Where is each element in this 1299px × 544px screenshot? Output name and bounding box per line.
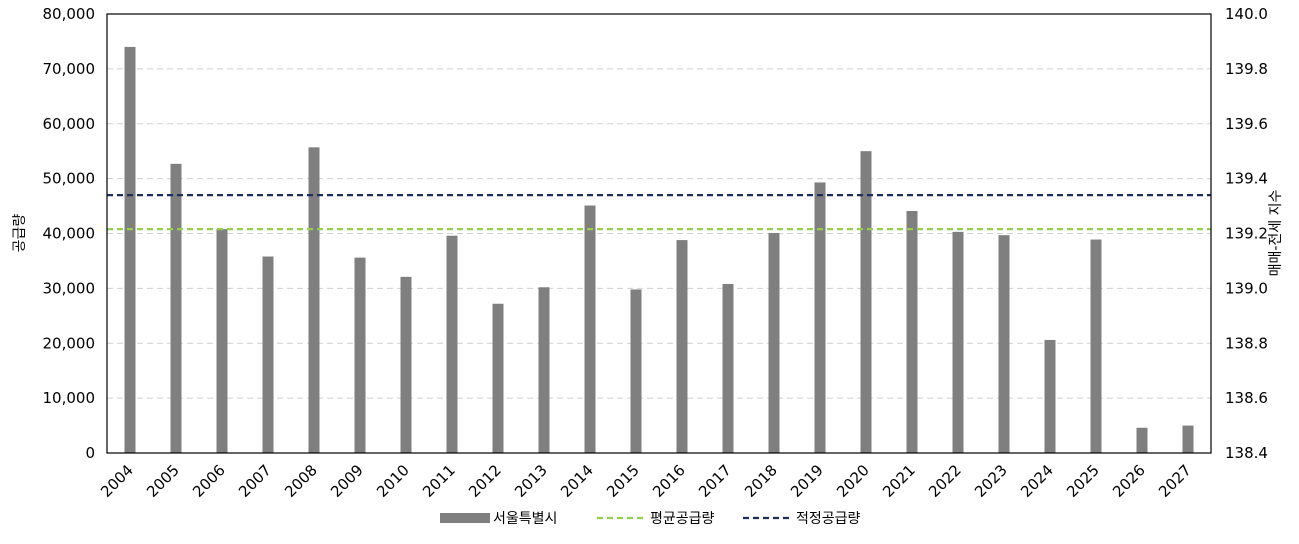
x-tick-label: 2016 [649, 461, 689, 501]
x-tick-label: 2004 [97, 461, 137, 501]
bar [492, 303, 504, 453]
x-tick-label: 2008 [281, 461, 321, 501]
x-tick-label: 2014 [557, 461, 597, 501]
bar [630, 289, 642, 453]
y2-tick-label: 139.6 [1225, 115, 1268, 133]
bar [216, 229, 228, 453]
left-axis-ticks: 0 10,000 20,000 30,000 40,000 50,000 60,000 70,… [43, 5, 96, 462]
y2-tick-label: 138.4 [1225, 444, 1268, 462]
y-tick-label: 50,000 [43, 170, 96, 188]
legend-label: 적정공급량 [796, 511, 861, 527]
x-tick-label: 2020 [833, 461, 873, 501]
y-tick-label: 30,000 [43, 279, 96, 297]
y-tick-label: 60,000 [43, 115, 96, 133]
right-axis-ticks: 138.4 138.6 138.8 139.0 139.2 139.4 139.6 139.8… [1225, 5, 1268, 462]
x-tick-label: 2007 [235, 461, 275, 501]
reference-lines [107, 193, 1211, 231]
y2-tick-label: 139.8 [1225, 60, 1268, 78]
bar [676, 240, 688, 453]
bar [124, 46, 136, 454]
bar [1044, 339, 1056, 453]
bar [906, 211, 918, 453]
x-tick-label: 2010 [373, 461, 413, 501]
x-tick-label: 2006 [189, 461, 229, 501]
bar [722, 283, 734, 453]
x-tick-label: 2012 [465, 461, 505, 501]
bar [308, 147, 320, 453]
bar [1136, 427, 1148, 453]
y-tick-label: 20,000 [43, 334, 96, 352]
bar [1090, 239, 1102, 453]
x-tick-label: 2009 [327, 461, 367, 501]
x-tick-label: 2024 [1017, 461, 1057, 501]
x-tick-label: 2005 [143, 461, 183, 501]
x-tick-label: 2026 [1109, 461, 1149, 501]
bar [538, 287, 550, 453]
x-tick-label: 2019 [787, 461, 827, 501]
legend-label: 서울특별시 [493, 511, 557, 527]
y-tick-label: 10,000 [43, 389, 96, 407]
bar [354, 257, 366, 453]
legend-label: 평균공급량 [650, 511, 715, 527]
bar [446, 235, 458, 453]
gridlines [107, 68, 1211, 399]
bar [814, 182, 826, 453]
y-tick-label: 70,000 [43, 60, 96, 78]
y2-tick-label: 138.8 [1225, 334, 1268, 352]
x-tick-label: 2025 [1063, 461, 1103, 501]
y2-tick-label: 139.2 [1225, 225, 1268, 243]
y2-axis-title: 매매-전세 지수 [1268, 189, 1284, 276]
y2-tick-label: 140.0 [1225, 5, 1268, 23]
legend-swatch-bar [440, 513, 490, 523]
bar [1182, 425, 1194, 453]
y-axis-title: 공급량 [12, 214, 28, 253]
x-tick-label: 2011 [419, 461, 459, 501]
bar-series [124, 46, 1194, 454]
x-tick-label: 2015 [603, 461, 643, 501]
x-tick-label: 2023 [971, 461, 1011, 501]
y2-tick-label: 139.4 [1225, 170, 1268, 188]
bar [998, 235, 1010, 453]
x-tick-label: 2013 [511, 461, 551, 501]
y-tick-label: 40,000 [43, 225, 96, 243]
y2-tick-label: 138.6 [1225, 389, 1268, 407]
bar [262, 256, 274, 453]
y-tick-label: 80,000 [43, 5, 96, 23]
x-tick-label: 2027 [1155, 461, 1195, 501]
bar [860, 151, 872, 453]
bar [768, 232, 780, 453]
legend: 서울특별시 평균공급량 적정공급량 [440, 511, 861, 527]
bar [400, 276, 412, 453]
x-tick-label: 2017 [695, 461, 735, 501]
x-tick-label: 2021 [879, 461, 919, 501]
y-tick-label: 0 [85, 444, 95, 462]
x-tick-label: 2018 [741, 461, 781, 501]
bar [584, 205, 596, 453]
y2-tick-label: 139.0 [1225, 279, 1268, 297]
bar [170, 163, 182, 453]
x-axis-ticks: 2004 2005 2006 2007 2008 2009 2010 2011 2012 2013… [97, 461, 1195, 501]
x-tick-label: 2022 [925, 461, 965, 501]
plot-frame [106, 13, 1212, 454]
bar [952, 231, 964, 453]
